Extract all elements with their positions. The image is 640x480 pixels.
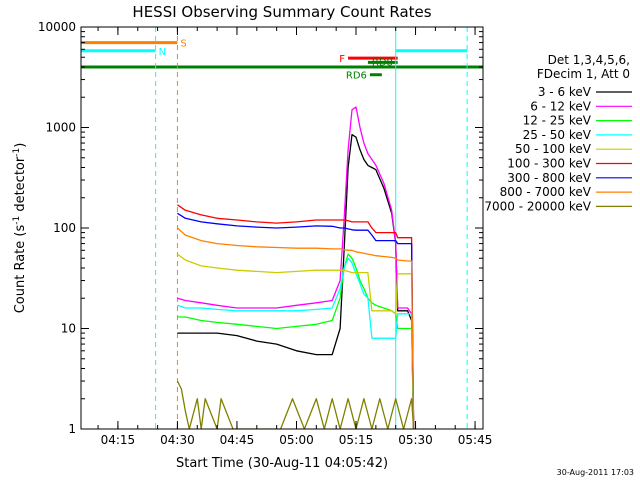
y-label-main: Count Rate (s <box>13 225 28 314</box>
series-line-7 <box>176 227 415 429</box>
series-line-0 <box>177 133 415 429</box>
x-tick-label-4: 05:15 <box>339 433 374 447</box>
flag-label-5: RD8 <box>372 57 393 68</box>
x-tick-label-0: 04:15 <box>101 433 136 447</box>
x-tick-label-5: 05:30 <box>398 433 433 447</box>
flag-labels: S N F RD8 RD6 <box>159 39 393 82</box>
legend-label-4: 50 - 100 keV <box>515 142 592 156</box>
x-tick-label-6: 05:45 <box>458 433 493 447</box>
legend-label-2: 12 - 25 keV <box>523 114 592 128</box>
legend-label-5: 100 - 300 keV <box>507 157 591 171</box>
series-line-5 <box>177 204 415 429</box>
y-label-end: ) <box>13 143 28 148</box>
y-tick-label-2: 100 <box>53 221 76 235</box>
axis-ticks: 04:15 04:30 04:45 05:00 05:15 05:30 05:45 1 10 10… <box>38 20 493 447</box>
legend-label-3: 25 - 50 keV <box>523 128 592 142</box>
legend-header-1: Det 1,3,4,5,6, <box>548 53 630 67</box>
x-tick-label-3: 05:00 <box>279 433 314 447</box>
legend-header-2: FDecim 1, Att 0 <box>537 67 630 81</box>
y-axis-label: Count Rate (s-1 detector-1) <box>12 143 28 314</box>
x-axis-label: Start Time (30-Aug-11 04:05:42) <box>176 456 388 471</box>
series-lines <box>176 106 415 429</box>
legend-label-6: 300 - 800 keV <box>507 171 591 185</box>
y-tick-label-1: 10 <box>61 322 76 336</box>
legend-label-8: 7000 - 20000 keV <box>484 199 591 213</box>
y-label-sup2: -1 <box>12 148 22 157</box>
flag-label-4: F <box>339 54 345 65</box>
legend-label-1: 6 - 12 keV <box>530 99 592 113</box>
chart-title: HESSI Observing Summary Count Rates <box>132 3 431 21</box>
series-line-4 <box>177 253 415 429</box>
series-line-8 <box>176 380 415 429</box>
y-label-mid: detector <box>13 156 28 216</box>
y-tick-label-3: 1000 <box>45 121 76 135</box>
x-tick-label-1: 04:30 <box>160 433 195 447</box>
timestamp: 30-Aug-2011 17:03 <box>557 468 634 477</box>
series-line-6 <box>177 212 415 429</box>
legend-label-7: 800 - 7000 keV <box>500 185 592 199</box>
flag-label-0: S <box>180 39 186 50</box>
flag-label-1: N <box>159 47 166 58</box>
flag-label-6: RD6 <box>346 71 367 82</box>
y-label-sup1: -1 <box>12 216 22 225</box>
legend-label-0: 3 - 6 keV <box>538 85 592 99</box>
x-tick-label-2: 04:45 <box>220 433 255 447</box>
y-tick-label-0: 1 <box>68 422 76 436</box>
legend: Det 1,3,4,5,6, FDecim 1, Att 0 3 - 6 keV… <box>484 53 632 213</box>
y-tick-label-4: 10000 <box>38 20 76 34</box>
series-line-3 <box>177 257 415 429</box>
flag-bars <box>81 41 483 77</box>
